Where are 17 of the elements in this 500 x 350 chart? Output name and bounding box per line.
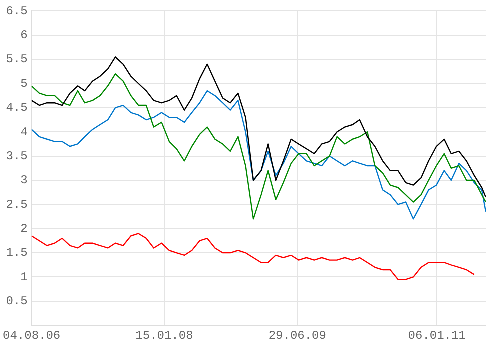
- x-tick-label: 04.08.06: [3, 328, 61, 343]
- y-tick-label: 4: [20, 125, 28, 140]
- y-tick-label: 2.5: [6, 198, 28, 212]
- y-tick-label: 0.5: [6, 294, 28, 309]
- x-tick-label: 15.01.08: [136, 328, 194, 343]
- y-tick-label: 5: [20, 76, 28, 91]
- y-tick-label: 4.5: [6, 101, 28, 116]
- y-tick-label: 5.5: [6, 52, 28, 67]
- x-tick-label: 29.06.09: [268, 328, 326, 343]
- x-tick-label: 06.01.11: [408, 328, 466, 343]
- y-tick-label: 1: [20, 270, 28, 284]
- y-tick-label: 2: [20, 222, 28, 236]
- y-tick-label: 1.5: [6, 246, 28, 260]
- y-tick-label: 3.5: [6, 149, 28, 164]
- y-tick-label: 6: [20, 28, 28, 43]
- y-tick-label: 3: [20, 174, 28, 188]
- y-tick-label: 6.5: [6, 4, 28, 18]
